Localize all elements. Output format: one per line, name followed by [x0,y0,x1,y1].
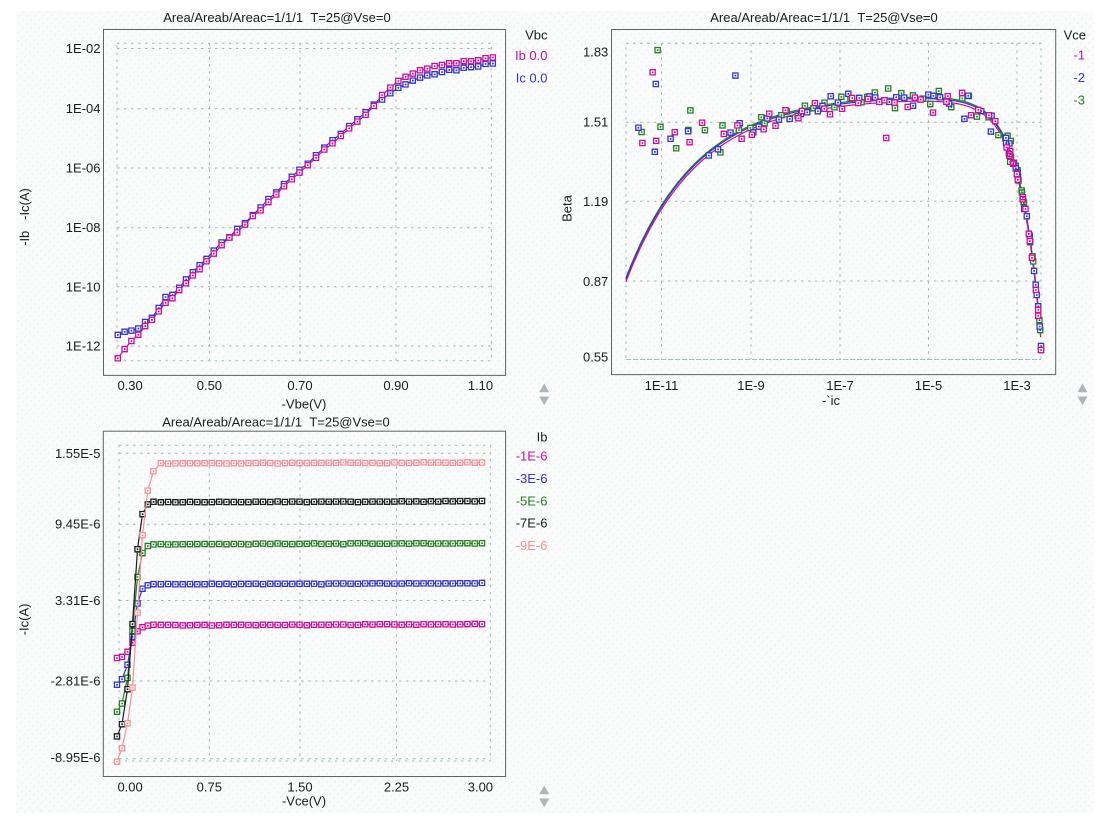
svg-text:0.50: 0.50 [197,378,222,393]
svg-text:-Ib -Ic(A): -Ib -Ic(A) [17,188,32,246]
svg-text:-3E-6: -3E-6 [516,471,548,486]
svg-text:0.70: 0.70 [287,378,312,393]
svg-text:-7E-6: -7E-6 [516,516,548,531]
svg-text:-2.81E-6: -2.81E-6 [51,673,101,688]
svg-text:1E-06: 1E-06 [66,161,101,176]
svg-text:Ib: Ib [537,430,548,445]
svg-text:1.10: 1.10 [468,378,493,393]
svg-text:1E-12: 1E-12 [66,339,101,354]
svg-text:-9E-6: -9E-6 [516,538,548,553]
svg-text:-1: -1 [1073,48,1085,63]
svg-text:-Vce(V): -Vce(V) [282,794,326,809]
svg-text:0.90: 0.90 [383,378,408,393]
svg-text:Vbc: Vbc [525,28,548,43]
svg-text:0.30: 0.30 [117,378,142,393]
svg-text:3.31E-6: 3.31E-6 [55,593,101,608]
svg-text:1.50: 1.50 [287,780,312,795]
svg-text:1E-08: 1E-08 [66,220,101,235]
svg-text:3.00: 3.00 [468,780,493,795]
svg-text:-Vbe(V): -Vbe(V) [282,396,327,411]
svg-text:1E-5: 1E-5 [915,378,942,393]
svg-text:-1E-6: -1E-6 [516,449,548,464]
svg-text:Area/Areab/Areac=1/1/1 T=25@V: Area/Areab/Areac=1/1/1 T=25@Vse=0 [162,415,389,430]
svg-text:1.55E-5: 1.55E-5 [55,446,101,461]
svg-text:Vce: Vce [1064,28,1086,43]
svg-text:0.00: 0.00 [117,780,142,795]
svg-text:1E-7: 1E-7 [826,378,853,393]
svg-text:Ic 0.0: Ic 0.0 [516,71,548,86]
svg-text:-Ic(A): -Ic(A) [17,604,32,636]
svg-text:Area/Areab/Areac=1/1/1 T=25@V: Area/Areab/Areac=1/1/1 T=25@Vse=0 [163,10,390,25]
svg-text:1E-10: 1E-10 [66,279,101,294]
svg-text:Beta: Beta [560,194,575,222]
svg-text:-2: -2 [1073,70,1085,85]
svg-text:0.55: 0.55 [583,350,608,365]
svg-text:1E-04: 1E-04 [66,101,101,116]
svg-text:0.87: 0.87 [583,274,608,289]
svg-text:-3: -3 [1073,92,1085,107]
svg-text:1.51: 1.51 [583,115,608,130]
svg-text:-8.95E-6: -8.95E-6 [51,750,101,765]
svg-text:1E-02: 1E-02 [66,41,101,56]
svg-text:Ib 0.0: Ib 0.0 [515,48,548,63]
svg-text:-5E-6: -5E-6 [516,493,548,508]
svg-text:Area/Areab/Areac=1/1/1 T=25@V: Area/Areab/Areac=1/1/1 T=25@Vse=0 [710,10,937,25]
svg-text:2.25: 2.25 [384,780,409,795]
svg-text:-`ic: -`ic [822,393,841,408]
svg-text:1E-11: 1E-11 [645,378,679,393]
svg-text:9.45E-6: 9.45E-6 [55,517,101,532]
svg-text:1.19: 1.19 [583,194,608,209]
svg-text:1.83: 1.83 [583,44,608,59]
svg-text:1E-3: 1E-3 [1003,378,1030,393]
svg-text:0.75: 0.75 [197,780,222,795]
svg-text:1E-9: 1E-9 [737,378,764,393]
